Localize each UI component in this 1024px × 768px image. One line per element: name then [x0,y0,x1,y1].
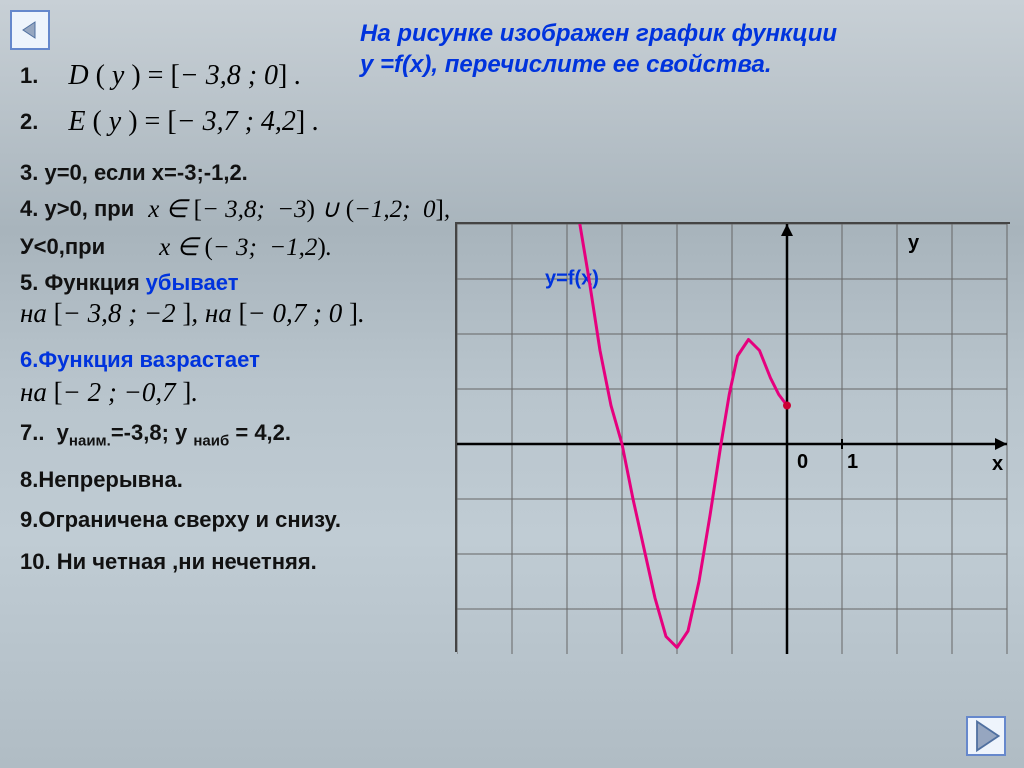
svg-text:1: 1 [847,451,858,473]
property-5: 5. Функция убывает [20,270,460,296]
triangle-right-icon [968,718,1004,754]
property-4b: У<0,при x ∈ (− 3; −1,2). [20,232,460,262]
properties-list: 1. D ( y ) = [− 3,8 ; 0] . 2. E ( y ) = … [20,60,460,583]
prop2-math: E ( y ) = [− 3,7 ; 4,2] . [68,106,319,138]
property-7: 7.. унаим.=-3,8; у наиб = 4,2. [20,420,460,449]
svg-text:y: y [908,232,920,254]
property-6: 6.Функция вазрастает [20,347,460,373]
chart-svg: yx01y=f(x) [457,224,1012,654]
property-1: 1. D ( y ) = [− 3,8 ; 0] . [20,60,460,92]
prop5-label-a: 5. Функция [20,270,140,296]
svg-text:0: 0 [797,451,808,473]
property-5-math: на [− 3,8 ; −2 ], на [− 0,7 ; 0 ]. [20,298,460,329]
prop4b-math: x ∈ (− 3; −1,2). [159,232,332,262]
prop7-text: 7.. унаим.=-3,8; у наиб = 4,2. [20,420,291,449]
property-2: 2. E ( y ) = [− 3,7 ; 4,2] . [20,106,460,138]
prop1-math: D ( y ) = [− 3,8 ; 0] . [68,60,301,92]
prop6-label-b: вазрастает [140,347,260,373]
prop3-text: 3. у=0, если х=-3;-1,2. [20,160,248,186]
property-3: 3. у=0, если х=-3;-1,2. [20,160,460,186]
prop10-text: 10. Ни четная ,ни нечетняя. [20,549,317,575]
prop5-math: на [− 3,8 ; −2 ], на [− 0,7 ; 0 ]. [20,298,365,329]
property-6-math: на [− 2 ; −0,7 ]. [20,377,460,408]
function-graph: yx01y=f(x) [455,222,1010,652]
prop1-num: 1. [20,63,38,89]
heading-line-1: На рисунке изображен график функции [360,20,837,47]
triangle-left-icon [20,20,40,40]
prop5-label-b: убывает [146,270,239,296]
property-10: 10. Ни четная ,ни нечетняя. [20,549,460,575]
property-8: 8.Непрерывна. [20,467,460,493]
property-9: 9.Ограничена сверху и снизу. [20,507,460,533]
prop6-math: на [− 2 ; −0,7 ]. [20,377,198,408]
prop4-label: 4. у>0, при [20,196,134,222]
prop6-label-a: 6.Функция [20,347,134,373]
nav-next-button[interactable] [966,716,1006,756]
prop4-math: x ∈ [− 3,8; −3) ∪ (−1,2; 0], [148,194,450,224]
svg-text:x: x [992,453,1003,475]
prop4b-label: У<0,при [20,234,105,260]
prop9-text: 9.Ограничена сверху и снизу. [20,507,341,533]
prop8-text: 8.Непрерывна. [20,467,183,493]
prop2-num: 2. [20,109,38,135]
property-4a: 4. у>0, при x ∈ [− 3,8; −3) ∪ (−1,2; 0], [20,194,460,224]
nav-back-button[interactable] [10,10,50,50]
